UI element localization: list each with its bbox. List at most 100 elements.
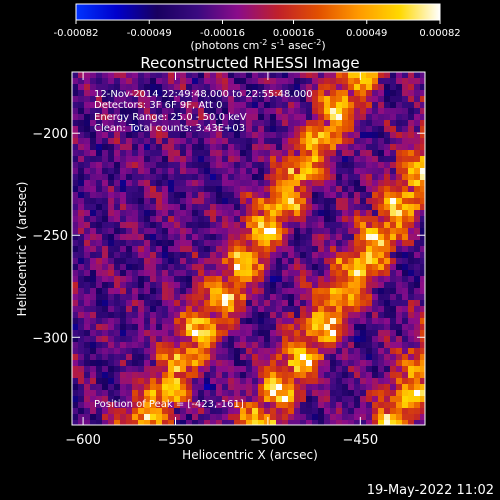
heatmap-cell (210, 312, 217, 319)
heatmap-cell (174, 132, 181, 139)
heatmap-cell (312, 162, 319, 169)
heatmap-cell (150, 294, 157, 301)
heatmap-cell (378, 234, 385, 241)
heatmap-cell (150, 324, 157, 331)
heatmap-cell (390, 294, 397, 301)
heatmap-cell (246, 228, 253, 235)
heatmap-cell (150, 264, 157, 271)
heatmap-cell (360, 372, 367, 379)
heatmap-cell (168, 108, 175, 115)
heatmap-cell (96, 114, 103, 121)
heatmap-cell (288, 294, 295, 301)
heatmap-cell (366, 156, 373, 163)
heatmap-cell (384, 300, 391, 307)
heatmap-cell (312, 264, 319, 271)
y-axis-ticks: −300−250−200 (32, 127, 425, 346)
heatmap-cell (228, 402, 235, 409)
heatmap-cell (318, 210, 325, 217)
heatmap-cell (180, 162, 187, 169)
heatmap-cell (420, 264, 425, 271)
heatmap-cell (126, 342, 133, 349)
heatmap-cell (186, 246, 193, 253)
heatmap-cell (102, 330, 109, 337)
heatmap-cell (372, 174, 379, 181)
heatmap-cell (366, 126, 373, 133)
heatmap-cell (144, 228, 151, 235)
heatmap-cell (420, 294, 425, 301)
heatmap-cell (156, 234, 163, 241)
heatmap-cell (420, 348, 425, 355)
heatmap-cell (324, 336, 331, 343)
heatmap-cell (246, 348, 253, 355)
heatmap-cell (384, 270, 391, 277)
heatmap-cell (222, 102, 229, 109)
heatmap-cell (306, 78, 313, 85)
heatmap-cell (360, 78, 367, 85)
heatmap-cell (360, 342, 367, 349)
heatmap-cell (282, 78, 289, 85)
heatmap-cell (264, 126, 271, 133)
heatmap-cell (288, 138, 295, 145)
heatmap-cell (264, 396, 271, 403)
heatmap-cell (132, 264, 139, 271)
heatmap-cell (420, 144, 425, 151)
heatmap-cell (162, 420, 169, 425)
heatmap-cell (216, 396, 223, 403)
heatmap-cell (306, 246, 313, 253)
heatmap-cell (414, 102, 421, 109)
heatmap-cell (354, 186, 361, 193)
heatmap-cell (306, 132, 313, 139)
heatmap-cell (390, 96, 397, 103)
heatmap-cell (90, 324, 97, 331)
heatmap-cell (150, 348, 157, 355)
heatmap-cell (342, 378, 349, 385)
heatmap-cell (180, 384, 187, 391)
heatmap-cell (186, 78, 193, 85)
heatmap-cell (84, 228, 91, 235)
heatmap-cell (408, 336, 415, 343)
heatmap-cell (180, 228, 187, 235)
heatmap-cell (312, 372, 319, 379)
heatmap-cell (372, 222, 379, 229)
heatmap-cell (324, 78, 331, 85)
heatmap-cell (114, 150, 121, 157)
heatmap-cell (222, 96, 229, 103)
heatmap-cell (300, 372, 307, 379)
heatmap-cell (84, 120, 91, 127)
heatmap-cell (270, 78, 277, 85)
heatmap-cell (252, 228, 259, 235)
heatmap-cell (150, 198, 157, 205)
heatmap-cell (78, 174, 85, 181)
heatmap-cell (84, 162, 91, 169)
heatmap-cell (198, 192, 205, 199)
heatmap-cell (288, 420, 295, 425)
heatmap-cell (402, 174, 409, 181)
heatmap-cell (138, 102, 145, 109)
heatmap-cell (222, 330, 229, 337)
heatmap-cell (378, 96, 385, 103)
heatmap-cell (342, 360, 349, 367)
heatmap-cell (246, 126, 253, 133)
heatmap-cell (102, 102, 109, 109)
heatmap-cell (126, 306, 133, 313)
heatmap-cell (216, 312, 223, 319)
heatmap-cell (372, 156, 379, 163)
heatmap-cell (372, 96, 379, 103)
heatmap-cell (420, 192, 425, 199)
heatmap-cell (348, 186, 355, 193)
heatmap-cell (144, 336, 151, 343)
heatmap-cell (78, 360, 85, 367)
heatmap-cell (390, 312, 397, 319)
heatmap-cell (246, 156, 253, 163)
heatmap-cell (72, 174, 79, 181)
heatmap-cell (306, 180, 313, 187)
heatmap-cell (138, 96, 145, 103)
heatmap-cell (390, 108, 397, 115)
heatmap-cell (228, 252, 235, 259)
heatmap-cell (408, 360, 415, 367)
heatmap-cell (336, 216, 343, 223)
heatmap-cell (90, 390, 97, 397)
heatmap-cell (402, 408, 409, 415)
heatmap-cell (258, 282, 265, 289)
heatmap-cell (408, 420, 415, 425)
